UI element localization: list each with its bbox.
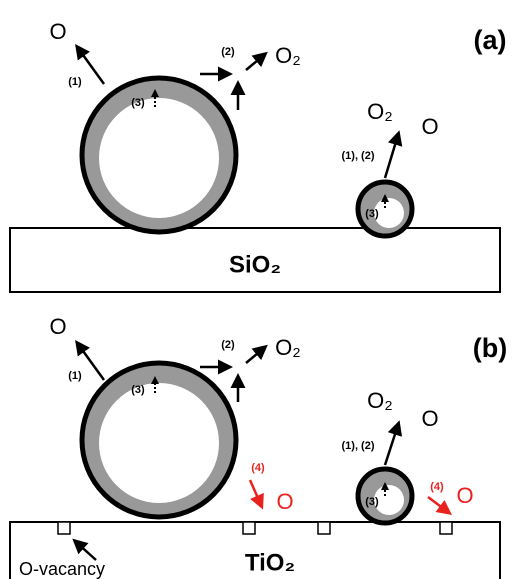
arrow — [250, 480, 261, 505]
arrow — [246, 348, 264, 363]
step-label: (2) — [221, 339, 235, 351]
vacancy — [58, 522, 70, 534]
step-label: (1) — [68, 370, 82, 382]
particle-core — [99, 383, 219, 503]
product: O — [49, 19, 66, 44]
product: O₂ — [367, 99, 393, 124]
substrate-label: TiO₂ — [245, 549, 295, 576]
product: O₂ — [275, 43, 301, 68]
product: O — [421, 406, 438, 431]
particle-core — [99, 98, 219, 218]
product: O₂ — [367, 388, 393, 413]
diagram: (a) SiO₂ O (1) (3) (2) O₂ (1), (2) O₂ O … — [0, 0, 512, 579]
panel-label: (b) — [473, 333, 507, 363]
product: O — [49, 314, 66, 339]
product: O₂ — [275, 335, 301, 360]
arrow — [385, 425, 398, 465]
substrate-label: SiO₂ — [229, 251, 281, 278]
vacancy — [318, 522, 330, 534]
step-label: (3) — [131, 97, 145, 109]
panel-b: (b) TiO₂ O-vacancy O (1) (3) (2) O₂ (4) … — [10, 314, 507, 579]
step-label: (4) — [251, 462, 265, 474]
step-label: (1), (2) — [342, 440, 375, 452]
panel-a: (a) SiO₂ O (1) (3) (2) O₂ (1), (2) O₂ O … — [10, 19, 507, 292]
arrow — [78, 48, 104, 84]
product: O — [421, 114, 438, 139]
step-label: (4) — [430, 481, 444, 493]
vacancy-label: O-vacancy — [19, 559, 105, 579]
arrow — [428, 497, 448, 512]
arrow — [385, 135, 398, 178]
step-label: (2) — [221, 46, 235, 58]
step-label: (3) — [365, 496, 379, 508]
step-label: (3) — [365, 208, 379, 220]
panel-label: (a) — [474, 25, 507, 55]
product: O — [456, 483, 473, 508]
vacancy — [440, 522, 452, 534]
step-label: (1) — [68, 76, 82, 88]
arrow — [246, 55, 264, 70]
step-label: (1), (2) — [342, 150, 375, 162]
step-label: (3) — [131, 384, 145, 396]
arrow — [78, 344, 104, 380]
vacancy — [243, 522, 255, 534]
product: O — [276, 489, 293, 514]
